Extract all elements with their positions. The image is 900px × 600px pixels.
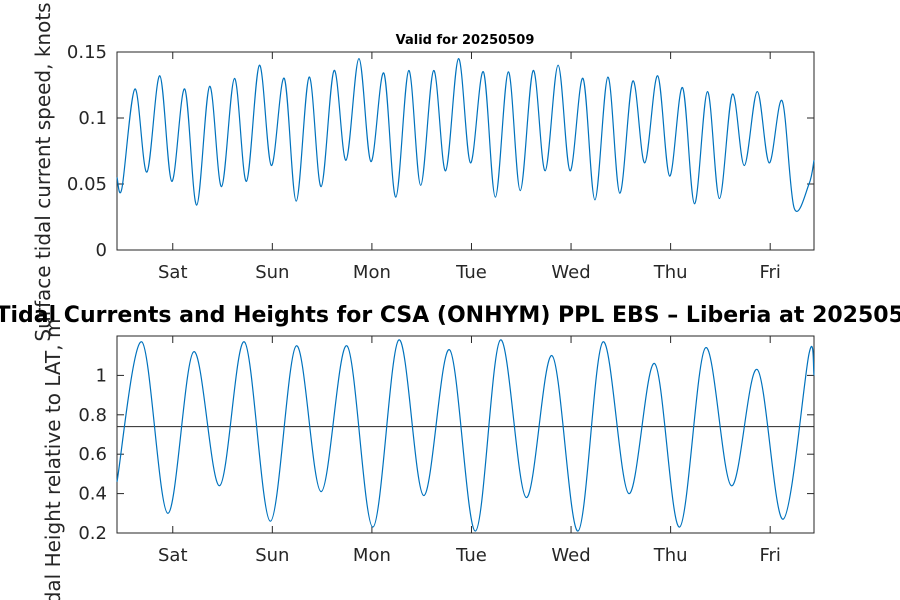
current-speed-x-tick-label: Wed bbox=[551, 262, 590, 283]
tidal-height-x-tick-label: Sat bbox=[158, 545, 188, 566]
current-speed-y-tick-label: 0.05 bbox=[67, 174, 107, 195]
tidal-height-y-tick-label: 1 bbox=[96, 365, 107, 386]
tidal-height-y-tick-label: 0.4 bbox=[78, 484, 107, 505]
tidal-height-x-tick-label: Mon bbox=[353, 545, 391, 566]
current-speed-x-tick-label: Sun bbox=[255, 262, 289, 283]
tidal-height-series-line bbox=[116, 339, 815, 532]
tidal-height-x-tick-label: Fri bbox=[759, 545, 780, 566]
current-speed-y-tick-label: 0.15 bbox=[67, 42, 107, 63]
tidal-height-y-ticks: 0.2 0.4 0.6 0.8 1 bbox=[78, 365, 814, 544]
tidal-height-x-tick-label: Thu bbox=[653, 545, 688, 566]
tidal-height-y-tick-label: 0.2 bbox=[78, 523, 107, 544]
tidal-height-x-tick-label: Tue bbox=[455, 545, 487, 566]
current-speed-series-line bbox=[116, 57, 815, 212]
current-speed-y-tick-label: 0.1 bbox=[78, 108, 107, 129]
tidal-height-x-tick-label: Sun bbox=[255, 545, 289, 566]
tidal-height-y-label: Tidal Height relative to LAT, m bbox=[41, 319, 65, 600]
current-speed-x-ticks: Sat Sun Mon Tue Wed Thu Fri bbox=[158, 52, 781, 283]
tidal-height-x-tick-label: Wed bbox=[551, 545, 590, 566]
current-speed-y-ticks: 0 0.05 0.1 0.15 bbox=[67, 42, 814, 261]
current-speed-x-tick-label: Sat bbox=[158, 262, 188, 283]
current-speed-y-tick-label: 0 bbox=[96, 240, 107, 261]
tidal-height-title: Tidal Currents and Heights for CSA (ONHY… bbox=[0, 303, 900, 328]
current-speed-title: Valid for 20250509 bbox=[396, 33, 535, 48]
tidal-height-panel: Tidal Currents and Heights for CSA (ONHY… bbox=[0, 303, 900, 600]
tidal-height-y-tick-label: 0.6 bbox=[78, 444, 107, 465]
current-speed-axes-box bbox=[116, 51, 815, 251]
tidal-height-y-tick-label: 0.8 bbox=[78, 405, 107, 426]
current-speed-x-tick-label: Tue bbox=[455, 262, 487, 283]
tidal-height-axes-box bbox=[116, 335, 815, 534]
current-speed-x-tick-label: Fri bbox=[759, 262, 780, 283]
tidal-height-x-ticks: Sat Sun Mon Tue Wed Thu Fri bbox=[158, 336, 781, 566]
current-speed-y-label: Surface tidal current speed, knots bbox=[31, 2, 55, 341]
current-speed-x-tick-label: Mon bbox=[353, 262, 391, 283]
current-speed-panel: Valid for 20250509 Surface tidal current… bbox=[31, 2, 815, 342]
current-speed-x-tick-label: Thu bbox=[653, 262, 688, 283]
